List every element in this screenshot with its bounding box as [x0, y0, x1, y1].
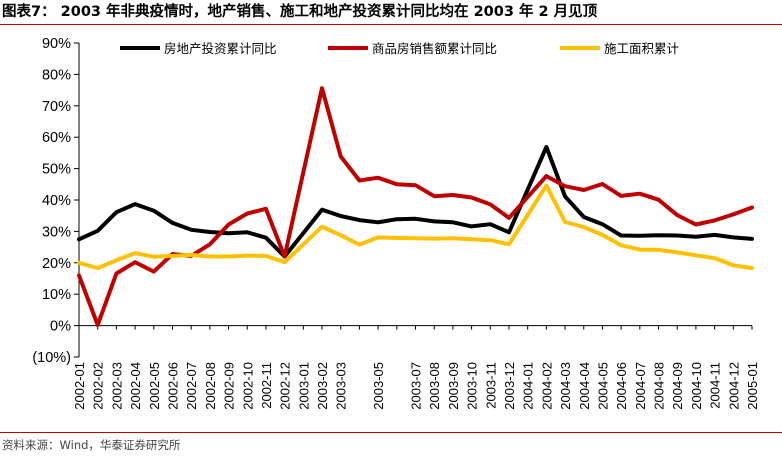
- x-tick-label: 2003-11: [483, 362, 498, 409]
- legend-label-2: 商品房销售额累计同比: [372, 41, 497, 56]
- series-line-1: [77, 144, 754, 259]
- x-tick-label: 2003-05: [371, 362, 386, 410]
- x-tick-label: 2002-03: [109, 362, 124, 410]
- y-tick-label: 90%: [42, 36, 71, 52]
- x-tick-label: 2002-08: [203, 362, 218, 410]
- y-tick-label: 50%: [42, 162, 71, 178]
- series-line-3: [77, 183, 754, 271]
- x-tick-label: 2002-05: [147, 362, 162, 410]
- y-tick-label: (10%): [32, 350, 71, 366]
- x-tick-label: 2002-04: [128, 362, 143, 410]
- x-tick-label: 2002-11: [259, 362, 274, 409]
- x-tick-label: 2004-03: [558, 362, 573, 410]
- x-tick-label: 2002-07: [184, 362, 199, 410]
- y-tick-label: 60%: [42, 130, 71, 146]
- line-chart: (10%) 0% 10% 20% 30% 40% 50% 60% 70% 80% 90% 2002-…: [32, 36, 760, 410]
- series-layer: [77, 86, 754, 327]
- x-tick-label: 2002-01: [72, 362, 87, 410]
- y-tick-label: 40%: [42, 193, 71, 209]
- x-tick-label: 2002-09: [222, 362, 237, 410]
- x-tick-label: 2004-07: [633, 362, 648, 410]
- legend-label-3: 施工面积累计: [604, 41, 679, 56]
- x-tick-label: 2004-11: [708, 362, 723, 409]
- x-tick-label: 2004-04: [577, 362, 592, 410]
- y-tick-label: 10%: [42, 287, 71, 303]
- x-tick-label: 2003-03: [334, 362, 349, 410]
- x-tick-label: 2002-06: [165, 362, 180, 410]
- y-tick-label: 30%: [42, 224, 71, 240]
- x-tick-label: 2004-09: [670, 362, 685, 410]
- x-tick-label: 2004-08: [652, 362, 667, 410]
- x-tick-label: 2003-01: [296, 362, 311, 410]
- x-tick-label: 2003-10: [465, 362, 480, 410]
- series-line-2: [77, 86, 754, 327]
- x-tick-label: 2005-01: [745, 362, 760, 410]
- y-axis: (10%) 0% 10% 20% 30% 40% 50% 60% 70% 80% 90%: [32, 36, 80, 366]
- x-tick-label: 2002-02: [91, 362, 106, 410]
- x-tick-label: 2003-09: [446, 362, 461, 410]
- source-note: 资料来源：Wind，华泰证券研究所: [2, 438, 181, 452]
- y-tick-label: 80%: [42, 67, 71, 83]
- y-tick-label: 0%: [50, 319, 71, 335]
- x-tick-label: 2004-10: [689, 362, 704, 410]
- footer-divider: [0, 432, 782, 433]
- title-divider: [0, 24, 782, 25]
- y-tick-label: 70%: [42, 99, 71, 115]
- x-tick-label: 2002-10: [240, 362, 255, 410]
- legend: 房地产投资累计同比 商品房销售额累计同比 施工面积累计: [120, 41, 679, 56]
- x-tick-label: 2004-01: [521, 362, 536, 410]
- legend-label-1: 房地产投资累计同比: [164, 41, 277, 56]
- x-tick-label: 2004-02: [539, 362, 554, 410]
- chart-title: 图表7： 2003 年非典疫情时，地产销售、施工和地产投资累计同比均在 2003…: [2, 4, 598, 20]
- x-tick-label: 2003-02: [315, 362, 330, 410]
- x-tick-label: 2004-12: [726, 362, 741, 410]
- x-tick-label: 2003-07: [409, 362, 424, 410]
- x-tick-label: 2004-06: [614, 362, 629, 410]
- x-tick-label: 2002-12: [278, 362, 293, 410]
- x-axis: 2002-01 2002-02 2002-03 2002-04 2002-05 2002-…: [72, 325, 760, 410]
- x-tick-label: 2004-05: [595, 362, 610, 410]
- x-tick-label: 2003-08: [427, 362, 442, 410]
- x-tick-label: 2003-12: [502, 362, 517, 410]
- y-tick-label: 20%: [42, 256, 71, 272]
